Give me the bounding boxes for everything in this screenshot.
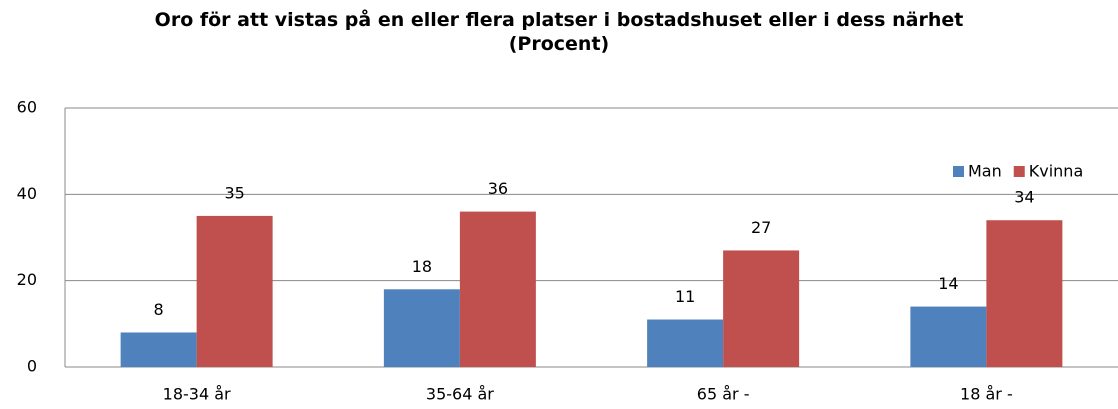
bar xyxy=(723,250,800,367)
legend-swatch xyxy=(1013,166,1025,177)
x-tick-label: 65 år - xyxy=(697,385,750,404)
y-tick-label: 0 xyxy=(27,357,37,376)
bar xyxy=(196,215,273,367)
data-label: 14 xyxy=(938,274,958,293)
legend-swatch xyxy=(953,166,964,177)
data-label: 27 xyxy=(751,218,771,237)
bar xyxy=(910,306,987,367)
x-tick-label: 35-64 år xyxy=(426,385,494,404)
x-tick-label: 18-34 år xyxy=(163,385,231,404)
legend-label: Man xyxy=(968,162,1002,181)
y-tick-label: 60 xyxy=(17,98,37,117)
data-label: 11 xyxy=(675,287,695,306)
y-tick-label: 40 xyxy=(17,184,37,203)
data-label: 8 xyxy=(154,300,164,319)
y-tick-label: 20 xyxy=(17,270,37,289)
chart-subtitle: (Procent) xyxy=(508,33,610,55)
x-tick-label: 18 år - xyxy=(960,385,1013,404)
bar xyxy=(383,289,460,367)
data-label: 18 xyxy=(412,257,432,276)
chart-title: Oro för att vistas på en eller flera pla… xyxy=(154,9,964,31)
data-label: 35 xyxy=(224,183,244,202)
bar xyxy=(647,319,724,367)
bar xyxy=(459,211,536,367)
bar xyxy=(120,332,197,367)
title-block: Oro för att vistas på en eller flera pla… xyxy=(109,8,1009,56)
legend-label: Kvinna xyxy=(1029,162,1084,181)
data-label: 36 xyxy=(488,179,508,198)
data-label: 34 xyxy=(1014,188,1034,207)
bar xyxy=(986,220,1063,367)
